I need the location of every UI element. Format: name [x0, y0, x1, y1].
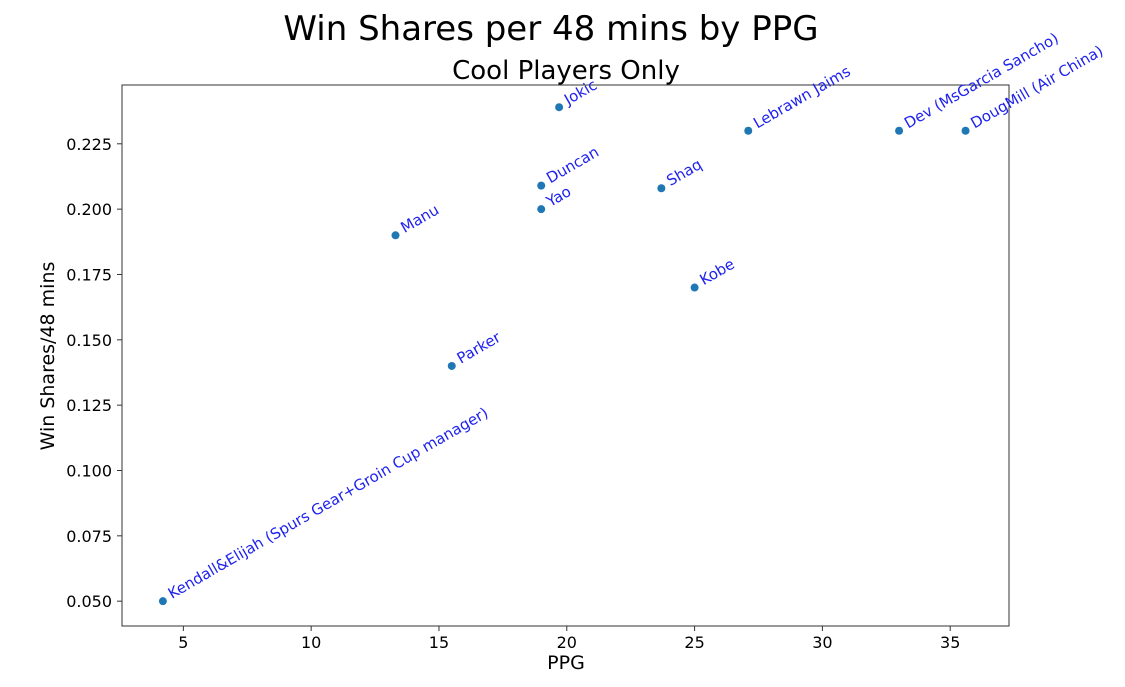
x-tick-label: 15: [429, 633, 449, 652]
y-tick-label: 0.125: [66, 396, 112, 415]
data-point: [537, 205, 546, 214]
point-label: Shaq: [663, 155, 705, 189]
data-point: [657, 184, 666, 193]
point-label: Yao: [542, 182, 574, 211]
data-point: [744, 126, 753, 135]
y-tick-label: 0.150: [66, 331, 112, 350]
y-tick-label: 0.175: [66, 265, 112, 284]
data-point: [555, 103, 564, 112]
x-tick-label: 20: [557, 633, 577, 652]
point-label: Duncan: [543, 143, 602, 187]
data-point: [961, 126, 970, 135]
chart-subtitle: Cool Players Only: [452, 56, 680, 86]
x-tick-label: 10: [301, 633, 321, 652]
y-axis-label: Win Shares/48 mins: [37, 262, 59, 451]
y-tick-label: 0.075: [66, 527, 112, 546]
x-tick-label: 25: [684, 633, 704, 652]
data-points: [158, 103, 970, 606]
data-point: [895, 126, 904, 135]
y-axis: 0.050 0.075 0.100 0.125 0.150 0.175 0.200 0.225: [66, 135, 122, 611]
point-label: Parker: [454, 328, 505, 368]
x-axis-label: PPG: [547, 652, 585, 674]
data-point: [447, 361, 456, 370]
data-point: [158, 597, 167, 606]
point-label: Lebrawn Jaims: [750, 62, 854, 132]
plot-area-frame: [121, 84, 1010, 627]
point-label: Kendall&Elijah (Spurs Gear+Groin Cup man…: [165, 404, 491, 603]
point-label: Manu: [398, 201, 443, 237]
data-point: [391, 231, 400, 240]
x-axis: 5 10 15 20 25 30 35: [178, 626, 960, 652]
point-labels: Kendall&Elijah (Spurs Gear+Groin Cup man…: [165, 29, 1106, 603]
x-tick-label: 35: [940, 633, 960, 652]
chart-title: Win Shares per 48 mins by PPG: [283, 9, 818, 49]
point-label: Kobe: [697, 255, 738, 289]
y-tick-label: 0.225: [66, 135, 112, 154]
data-point: [537, 181, 546, 190]
x-tick-label: 30: [812, 633, 832, 652]
y-tick-label: 0.050: [66, 592, 112, 611]
data-point: [690, 283, 699, 292]
y-tick-label: 0.200: [66, 200, 112, 219]
y-tick-label: 0.100: [66, 461, 112, 480]
x-tick-label: 5: [178, 633, 188, 652]
